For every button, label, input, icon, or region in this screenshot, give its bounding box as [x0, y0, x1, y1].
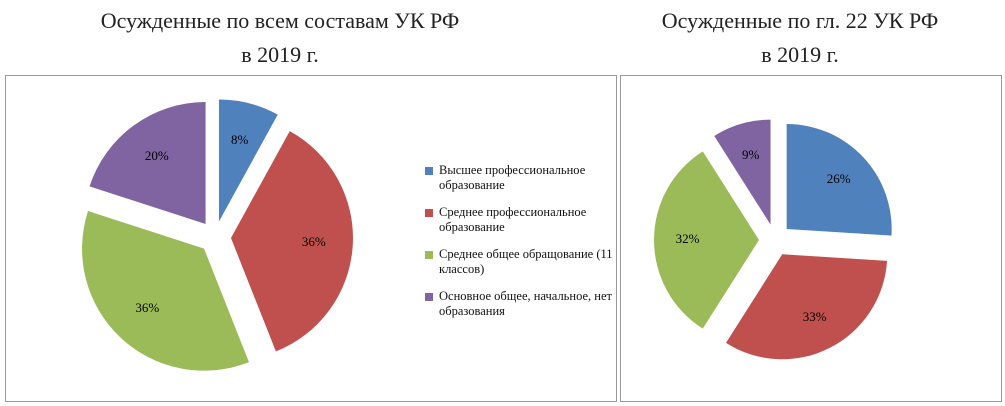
legend-item: Среднее общее обращование (11 классов) [425, 247, 624, 277]
chart-frame [620, 75, 1002, 402]
pie-slice [82, 210, 249, 371]
data-label: 33% [803, 309, 827, 324]
chart-title: Осужденные по всем составам УК РФ в 2019… [100, 8, 460, 67]
pie-slice [714, 119, 771, 225]
pie-slice [230, 131, 353, 352]
legend-label: Высшее профессиональное образование [439, 163, 586, 192]
data-label: 36% [135, 300, 159, 315]
legend-label: Среднее общее обращование (11 классов) [439, 247, 613, 276]
legend-swatch [425, 209, 433, 217]
legend-swatch [425, 251, 433, 259]
data-label: 26% [827, 171, 851, 186]
legend-swatch [425, 293, 433, 301]
data-label: 20% [145, 148, 169, 163]
data-label: 32% [676, 231, 700, 246]
pie-slice [653, 151, 759, 329]
pie-slice [89, 102, 206, 225]
data-label: 9% [742, 147, 760, 162]
pie-slice [786, 124, 892, 236]
legend-label: Основное общее, начальное, нет образован… [439, 289, 612, 318]
data-label: 36% [302, 234, 326, 249]
pie-slice [726, 254, 888, 360]
legend-label: Среднее профессиональное образование [439, 205, 587, 234]
legend-item: Основное общее, начальное, нет образован… [425, 289, 624, 319]
legend-item: Среднее профессиональное образование [425, 205, 624, 235]
data-label: 8% [231, 132, 249, 147]
legend-swatch [425, 167, 433, 175]
pie-slice [218, 99, 278, 222]
chart-title: Осужденные по гл. 22 УК РФ в 2019 г. [661, 8, 939, 67]
legend-item: Высшее профессиональное образование [425, 163, 624, 193]
chart-frame [5, 75, 617, 402]
